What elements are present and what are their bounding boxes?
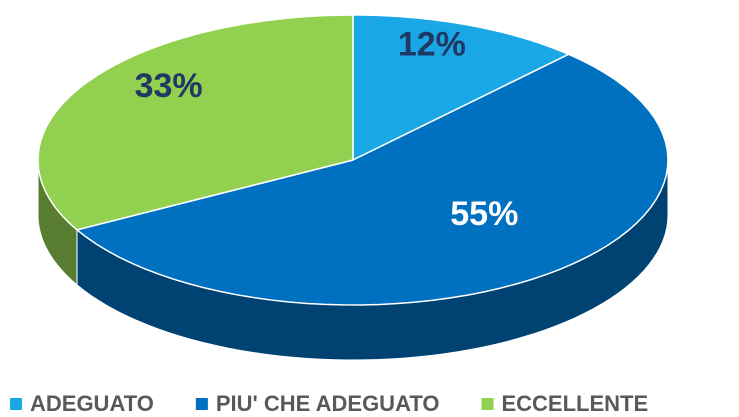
legend-label: PIU' CHE ADEGUATO bbox=[216, 391, 440, 416]
data-label: 55% bbox=[450, 195, 518, 233]
slice bbox=[352, 14, 571, 162]
legend-label: ADEGUATO bbox=[30, 391, 154, 416]
legend-label: ECCELLENTE bbox=[501, 391, 648, 416]
legend-swatch bbox=[195, 398, 208, 410]
slice bbox=[75, 53, 669, 306]
data-label: 33% bbox=[135, 67, 203, 105]
legend-swatch bbox=[10, 398, 22, 410]
slice bbox=[37, 14, 354, 231]
data-label: 12% bbox=[398, 25, 466, 63]
legend-swatch bbox=[481, 398, 494, 410]
